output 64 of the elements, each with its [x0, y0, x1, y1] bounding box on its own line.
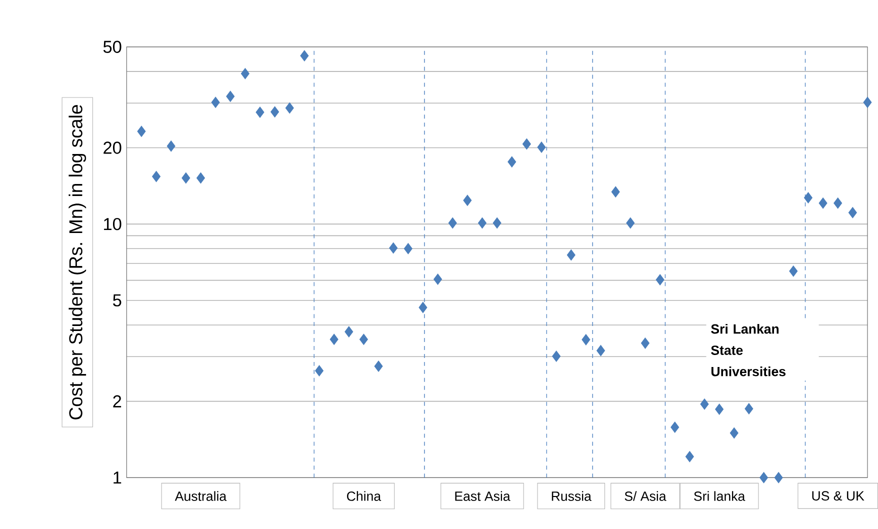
point [359, 334, 368, 345]
point [582, 334, 590, 346]
point [344, 326, 354, 338]
point [685, 450, 694, 462]
point [670, 421, 680, 433]
point [492, 217, 502, 228]
y-tick-label: 1 [114, 471, 122, 484]
point [434, 273, 442, 285]
point [760, 472, 768, 483]
point [611, 186, 620, 198]
x-tick-label: East Asia [455, 490, 510, 501]
point [848, 206, 857, 218]
point [656, 274, 664, 286]
point [404, 242, 412, 254]
y-tick-label: 50 [103, 40, 122, 53]
point [152, 170, 161, 182]
x-tick-label: Australia [174, 490, 227, 501]
y-tick-label: 5 [113, 294, 122, 306]
point [730, 427, 738, 438]
point [744, 402, 754, 414]
point [552, 350, 561, 362]
point [804, 192, 812, 204]
point [834, 197, 842, 208]
point [137, 126, 146, 137]
point [240, 68, 250, 80]
x-tick-label: Sri lanka [694, 490, 746, 501]
point [374, 360, 383, 372]
point [626, 217, 635, 228]
y-tick-label: 20 [104, 141, 122, 154]
point [789, 265, 798, 277]
point [226, 90, 235, 102]
point [196, 172, 205, 184]
point [522, 138, 531, 150]
point [715, 403, 724, 415]
point [389, 242, 398, 254]
point [463, 194, 472, 206]
point [774, 472, 783, 483]
point [330, 334, 338, 345]
point [478, 217, 486, 228]
point [211, 96, 220, 108]
point [166, 140, 176, 152]
point [640, 337, 650, 349]
point [300, 50, 309, 62]
point [315, 364, 324, 376]
point [256, 106, 264, 118]
point [566, 249, 576, 260]
point [818, 197, 828, 208]
point [508, 156, 516, 168]
point [537, 141, 546, 153]
point [700, 398, 709, 410]
point [182, 172, 190, 184]
point [270, 106, 280, 118]
y-axis-title: Cost per Student (Rs. Mn) in log scale [68, 104, 86, 420]
point [448, 217, 457, 228]
point [596, 344, 606, 356]
x-tick-label: S/ Asia [624, 490, 666, 501]
y-tick-label: 10 [104, 218, 122, 230]
y-tick-label: 2 [113, 395, 122, 408]
annotation: Sri Lankan State Universities [711, 324, 786, 376]
point [418, 302, 428, 313]
x-tick-label: China [347, 490, 382, 501]
x-tick-label: Russia [552, 490, 592, 501]
x-tick-label: US & UK [812, 490, 864, 500]
point [285, 102, 294, 114]
